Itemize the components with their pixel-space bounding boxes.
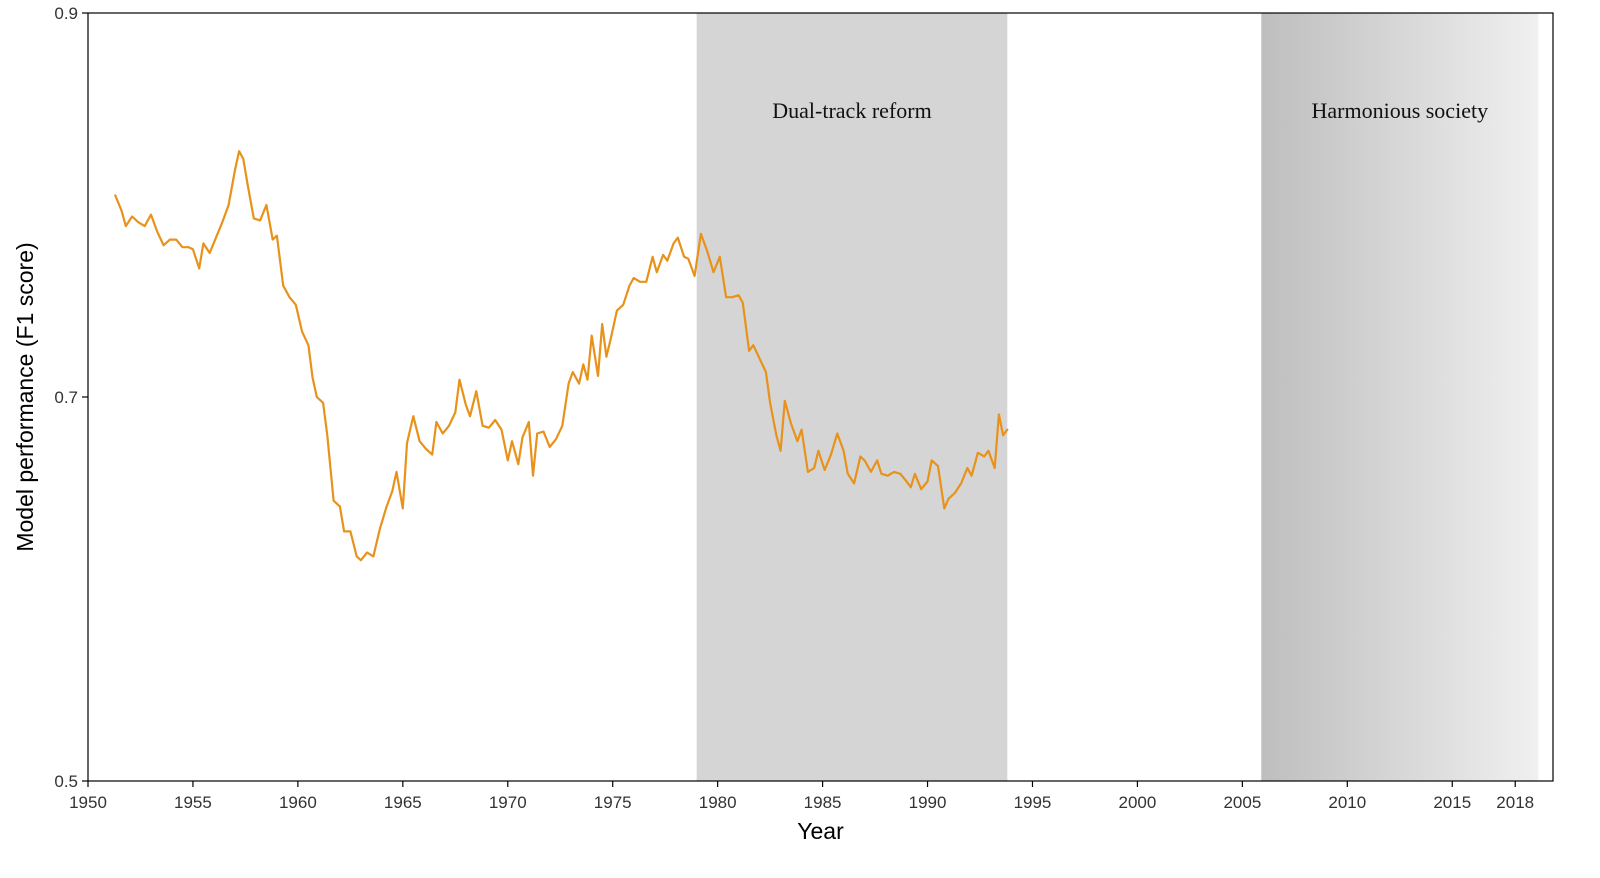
axes: 1950 1955 1960 1965 1970 1975 1980 1985 1990 1995… — [54, 4, 1534, 812]
x-tick-label: 2015 — [1433, 793, 1471, 812]
shaded-region-dual-track-reform — [696, 13, 1008, 781]
x-axis-title: Year — [797, 818, 844, 844]
shaded-region-harmonious-society — [1261, 13, 1539, 781]
shaded-regions: Dual-track reform Harmonious society — [696, 13, 1539, 781]
y-axis-title: Model performance (F1 score) — [12, 242, 38, 551]
x-tick-label: 1950 — [69, 793, 107, 812]
x-tick-label: 2000 — [1119, 793, 1157, 812]
x-tick-label: 1980 — [699, 793, 737, 812]
y-tick-label: 0.7 — [54, 388, 78, 407]
x-tick-label: 1965 — [384, 793, 422, 812]
y-tick-label: 0.5 — [54, 772, 78, 791]
y-tick-label: 0.9 — [54, 4, 78, 23]
x-tick-label: 1985 — [804, 793, 842, 812]
x-tick-label: 2005 — [1223, 793, 1261, 812]
x-tick-label: 1995 — [1014, 793, 1052, 812]
x-tick-label: 1975 — [594, 793, 632, 812]
x-tick-label: 2018 — [1496, 793, 1534, 812]
x-tick-label: 1960 — [279, 793, 317, 812]
x-tick-label: 2010 — [1328, 793, 1366, 812]
series-line-1 — [114, 150, 1009, 562]
annotation-dual-track-reform: Dual-track reform — [772, 98, 931, 123]
x-tick-label: 1990 — [909, 793, 947, 812]
x-tick-label: 1955 — [174, 793, 212, 812]
x-tick-label: 1970 — [489, 793, 527, 812]
annotation-harmonious-society: Harmonious society — [1311, 98, 1488, 123]
series-layer — [114, 150, 1009, 562]
